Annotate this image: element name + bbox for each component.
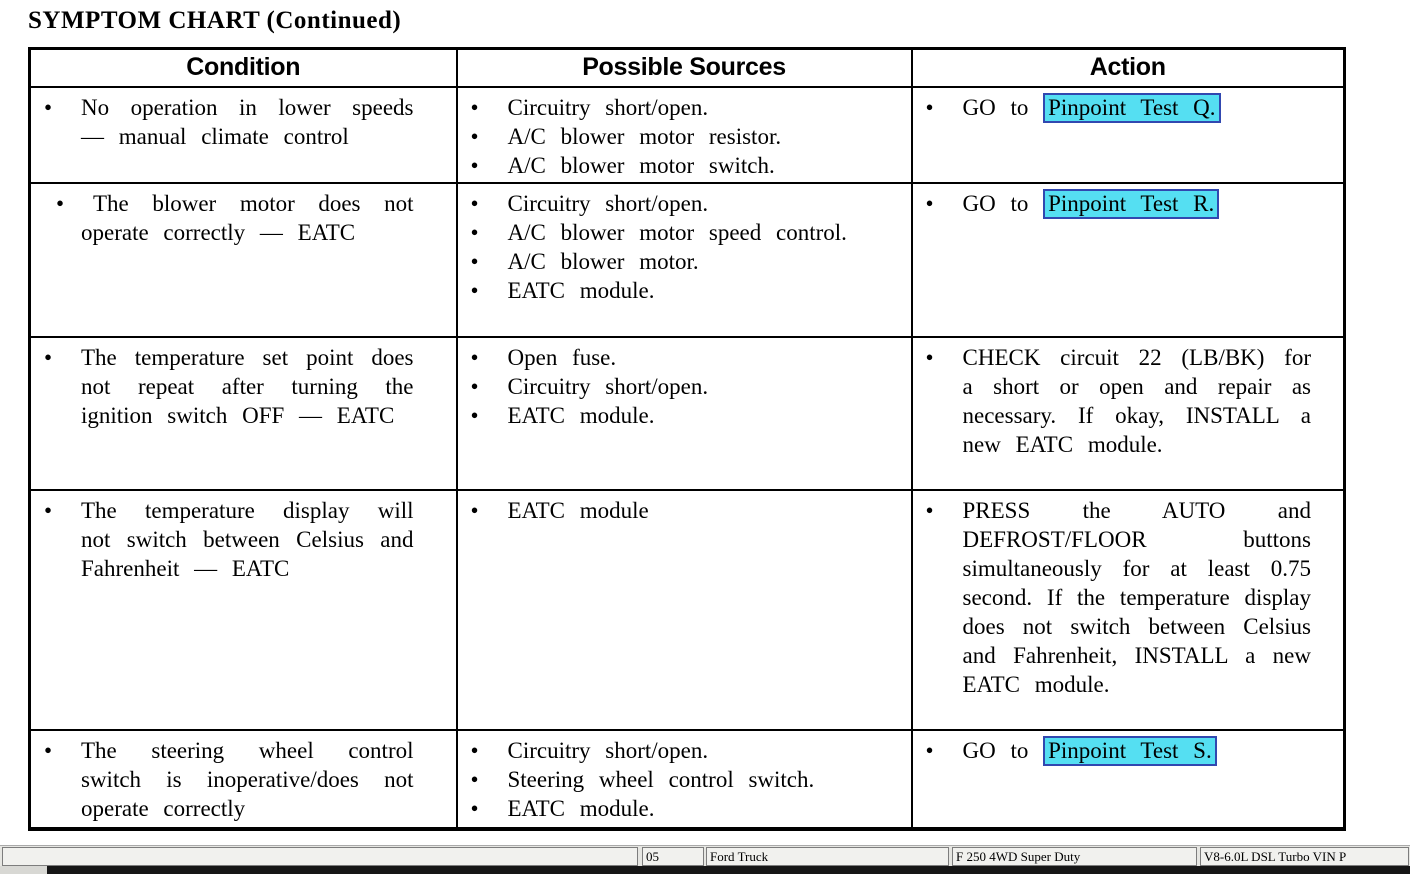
header-condition: Condition: [28, 47, 458, 88]
condition-item: The blower motor does not operate correc…: [31, 189, 456, 247]
source-item: Circuitry short/open.: [458, 93, 911, 122]
page-title: SYMPTOM CHART (Continued): [28, 7, 402, 34]
source-item: Circuitry short/open.: [458, 736, 911, 765]
sources-cell: Open fuse. Circuitry short/open. EATC mo…: [455, 335, 913, 491]
bottom-strip: [0, 866, 1410, 874]
table-header-row: Condition Possible Sources Action: [28, 47, 1346, 88]
action-item: GO to Pinpoint Test S.: [913, 735, 1344, 766]
condition-cell: The blower motor does not operate correc…: [28, 181, 458, 338]
source-item: EATC module.: [458, 794, 911, 823]
action-prefix: GO to: [962, 94, 1044, 120]
action-item: GO to Pinpoint Test Q.: [913, 92, 1344, 123]
pinpoint-test-q-link[interactable]: Pinpoint Test Q.: [1043, 92, 1221, 123]
condition-cell: The temperature display will not switch …: [28, 488, 458, 731]
bottom-strip-corner: [0, 866, 47, 874]
sources-cell: Circuitry short/open. A/C blower motor s…: [455, 181, 913, 338]
status-model: F 250 4WD Super Duty: [952, 847, 1197, 866]
status-engine: V8-6.0L DSL Turbo VIN P: [1200, 847, 1409, 866]
pinpoint-test-r-link[interactable]: Pinpoint Test R.: [1043, 188, 1220, 219]
source-item: EATC module.: [458, 276, 911, 305]
table-row: The blower motor does not operate correc…: [28, 181, 1346, 338]
sources-cell: Circuitry short/open. Steering wheel con…: [455, 728, 913, 830]
condition-item: The temperature display will not switch …: [31, 496, 456, 583]
action-cell: CHECK circuit 22 (LB/BK) for a short or …: [910, 335, 1346, 491]
table-row: The temperature set point does not repea…: [28, 335, 1346, 491]
source-item: Open fuse.: [458, 343, 911, 372]
symptom-table: Condition Possible Sources Action No ope…: [28, 47, 1346, 831]
source-item: A/C blower motor speed control.: [458, 218, 911, 247]
condition-item: The steering wheel control switch is ino…: [31, 736, 456, 823]
condition-cell: The steering wheel control switch is ino…: [28, 728, 458, 830]
header-action: Action: [910, 47, 1346, 88]
status-make: Ford Truck: [706, 847, 949, 866]
table-row: The steering wheel control switch is ino…: [28, 728, 1346, 830]
action-cell: GO to Pinpoint Test S.: [910, 728, 1346, 830]
source-item: EATC module: [458, 496, 911, 525]
action-prefix: GO to: [962, 737, 1044, 763]
table-row: No operation in lower speeds — manual cl…: [28, 85, 1346, 184]
source-item: Steering wheel control switch.: [458, 765, 911, 794]
source-item: A/C blower motor switch.: [458, 151, 911, 180]
source-item: Circuitry short/open.: [458, 372, 911, 401]
sources-cell: Circuitry short/open. A/C blower motor r…: [455, 85, 913, 184]
action-prefix: GO to: [962, 190, 1044, 216]
action-cell: PRESS the AUTO and DEFROST/FLOOR buttons…: [910, 488, 1346, 731]
condition-cell: No operation in lower speeds — manual cl…: [28, 85, 458, 184]
action-cell: GO to Pinpoint Test R.: [910, 181, 1346, 338]
status-bar: 05 Ford Truck F 250 4WD Super Duty V8-6.…: [0, 845, 1410, 866]
source-item: EATC module.: [458, 401, 911, 430]
pinpoint-test-s-link[interactable]: Pinpoint Test S.: [1043, 735, 1217, 766]
status-empty-field: [2, 847, 638, 866]
action-item: GO to Pinpoint Test R.: [913, 188, 1344, 219]
action-item: CHECK circuit 22 (LB/BK) for a short or …: [913, 343, 1344, 459]
source-item: A/C blower motor.: [458, 247, 911, 276]
sources-cell: EATC module: [455, 488, 913, 731]
condition-item: No operation in lower speeds — manual cl…: [31, 93, 456, 151]
action-cell: GO to Pinpoint Test Q.: [910, 85, 1346, 184]
source-item: Circuitry short/open.: [458, 189, 911, 218]
status-page-code: 05: [642, 847, 704, 866]
table-row: The temperature display will not switch …: [28, 488, 1346, 731]
condition-item: The temperature set point does not repea…: [31, 343, 456, 430]
condition-cell: The temperature set point does not repea…: [28, 335, 458, 491]
source-item: A/C blower motor resistor.: [458, 122, 911, 151]
action-item: PRESS the AUTO and DEFROST/FLOOR buttons…: [913, 496, 1344, 699]
header-possible-sources: Possible Sources: [455, 47, 913, 88]
